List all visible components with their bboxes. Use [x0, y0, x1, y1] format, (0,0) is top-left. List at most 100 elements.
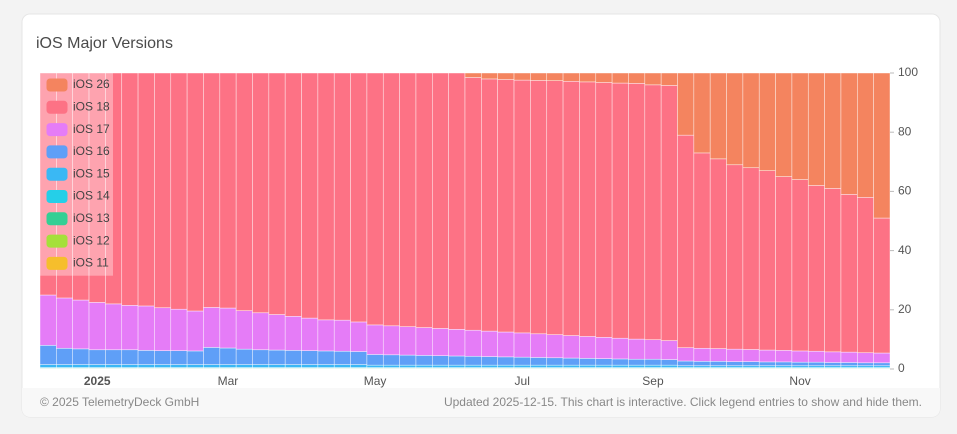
bar-segment [219, 72, 237, 309]
bar-segment [546, 80, 564, 335]
bar-segment [530, 357, 548, 366]
bar-segment [742, 72, 760, 169]
legend-swatch [46, 145, 68, 159]
bar-segment [824, 188, 842, 353]
bar-segment [203, 364, 221, 368]
legend-item[interactable]: iOS 12 [46, 233, 110, 248]
bar-segment [186, 350, 204, 365]
bar-segment [562, 364, 580, 368]
bar-segment [693, 347, 711, 362]
bar-segment [807, 185, 825, 352]
x-tick-label: May [364, 374, 387, 388]
x-tick-label: Nov [789, 374, 810, 388]
bar-segment [709, 348, 727, 362]
bar-segment [595, 82, 613, 338]
bar-segment [677, 360, 695, 367]
bar-segment [88, 364, 106, 368]
bar-segment [562, 72, 580, 82]
bar-segment [268, 314, 286, 351]
bar-segment [301, 72, 319, 319]
bar-segment [775, 176, 793, 351]
bar-segment [791, 350, 809, 363]
legend-item[interactable]: iOS 13 [46, 211, 110, 226]
legend: iOS 26 iOS 18 iOS 17 iOS 16 iOS 15 iOS 14 iOS … [40, 73, 113, 276]
footer-band [22, 388, 940, 417]
bar-segment [857, 72, 874, 198]
bar-segment [432, 364, 449, 368]
bar-segment [628, 364, 646, 368]
legend-swatch [46, 212, 68, 226]
bar-segment [432, 328, 449, 356]
legend-swatch [46, 78, 68, 92]
bar-segment [513, 79, 531, 334]
bar-segment [72, 364, 90, 368]
bar-segment [137, 72, 155, 307]
bar-segment [121, 72, 139, 306]
legend-item[interactable]: iOS 15 [46, 166, 110, 181]
bar-segment [235, 310, 253, 350]
bar-segment [726, 164, 744, 350]
bar-segment [562, 80, 580, 336]
bar-segment [39, 345, 57, 365]
y-tick-label: 80 [898, 124, 912, 138]
x-tick-label: Sep [642, 374, 664, 388]
bar-segment [154, 307, 172, 351]
bar-segment [546, 364, 564, 368]
bar-segment [758, 349, 776, 363]
bar-segment [219, 364, 237, 368]
bar-segment [660, 340, 678, 360]
bar-segment [39, 364, 57, 368]
legend-item[interactable]: iOS 14 [46, 189, 110, 203]
bar-segment [399, 364, 417, 368]
y-tick-label: 100 [898, 65, 918, 79]
bar-segment [481, 356, 498, 366]
bar-segment [137, 350, 155, 365]
bar-segment [399, 354, 417, 366]
bar-segment [628, 83, 646, 340]
bar-segment [481, 364, 498, 368]
bar-segment [775, 350, 793, 363]
bar-segment [448, 364, 466, 368]
bar-segment [415, 72, 433, 328]
bar-segment [742, 167, 760, 350]
bar-segment [595, 72, 613, 83]
bar-segment [562, 357, 580, 366]
legend-item[interactable]: iOS 16 [46, 144, 110, 159]
bar-segment [448, 355, 466, 366]
bar-segment [284, 72, 302, 317]
bar-segment [464, 355, 482, 366]
bar-segment [824, 351, 842, 363]
bar-segment [252, 312, 270, 351]
bar-segment [595, 364, 613, 368]
bar-segment [366, 364, 384, 368]
bar-segment [170, 350, 188, 365]
y-tick-label: 40 [898, 243, 912, 257]
bar-segment [88, 302, 106, 351]
bar-segment [350, 351, 368, 365]
bar-segment [497, 364, 515, 368]
bar-segment [137, 305, 155, 351]
bar-segment [546, 334, 564, 359]
bar-segment [513, 364, 531, 368]
bar-segment [693, 152, 711, 349]
bar-segment [333, 72, 351, 321]
footer-copyright: © 2025 TelemetryDeck GmbH [40, 395, 199, 409]
bar-segment [791, 179, 809, 352]
legend-item[interactable]: iOS 18 [46, 99, 110, 114]
legend-item[interactable]: iOS 11 [46, 256, 109, 270]
bar-segment [105, 303, 123, 351]
bar-segment [333, 364, 351, 368]
bar-segment [219, 347, 237, 365]
legend-item[interactable]: iOS 17 [46, 122, 110, 137]
legend-item[interactable]: iOS 26 [46, 77, 110, 92]
bar-segment [268, 349, 286, 365]
legend-label: iOS 15 [73, 166, 110, 180]
bar-segment [857, 362, 874, 367]
bar-segment [301, 317, 319, 351]
bar-segment [660, 72, 678, 86]
bar-segment [758, 170, 776, 351]
legend-label: iOS 26 [73, 77, 110, 91]
bar-segment [154, 350, 172, 365]
bar-segment [677, 134, 695, 348]
